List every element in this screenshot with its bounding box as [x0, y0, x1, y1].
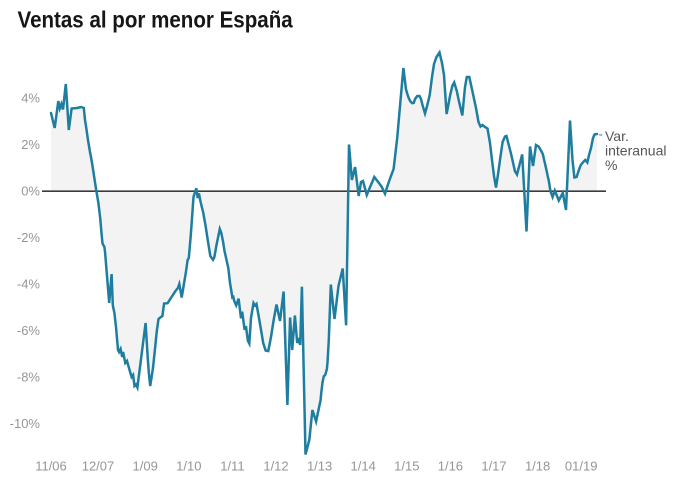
svg-text:12/07: 12/07 — [82, 458, 115, 473]
svg-text:4%: 4% — [21, 91, 40, 106]
svg-text:-8%: -8% — [17, 370, 41, 385]
svg-text:1/18: 1/18 — [525, 458, 550, 473]
svg-text:1/10: 1/10 — [176, 458, 201, 473]
svg-text:01/19: 01/19 — [565, 458, 598, 473]
svg-text:1/12: 1/12 — [263, 458, 288, 473]
svg-text:-4%: -4% — [17, 277, 41, 292]
svg-text:1/17: 1/17 — [481, 458, 506, 473]
svg-text:-6%: -6% — [17, 323, 41, 338]
svg-text:Var.: Var. — [605, 128, 629, 144]
svg-text:11/06: 11/06 — [35, 458, 67, 473]
svg-text:1/14: 1/14 — [351, 458, 376, 473]
svg-text:1/11: 1/11 — [220, 458, 244, 473]
svg-text:1/16: 1/16 — [438, 458, 463, 473]
svg-text:1/09: 1/09 — [133, 458, 158, 473]
svg-text:2%: 2% — [21, 137, 40, 152]
svg-text:0%: 0% — [21, 184, 40, 199]
svg-text:1/13: 1/13 — [307, 458, 332, 473]
svg-text:Ventas al por menor España: Ventas al por menor España — [18, 6, 294, 32]
svg-text:interanual: interanual — [605, 143, 667, 159]
svg-text:%: % — [605, 157, 617, 173]
svg-text:1/15: 1/15 — [394, 458, 419, 473]
svg-text:-10%: -10% — [10, 416, 41, 431]
svg-text:-2%: -2% — [17, 230, 41, 245]
